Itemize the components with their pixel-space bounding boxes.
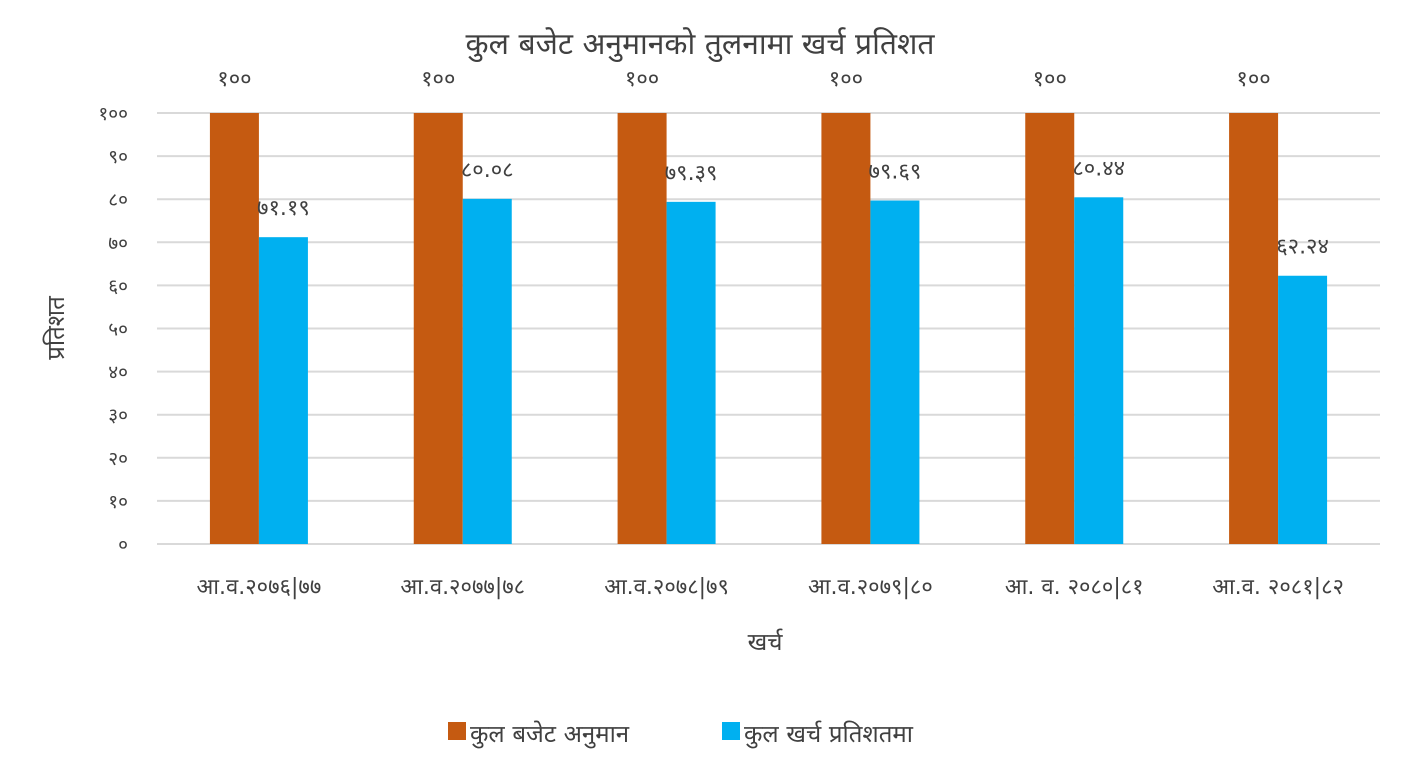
bar-series-2 [258, 237, 308, 545]
bar-series-2 [870, 200, 920, 544]
bar-series-1 [821, 113, 871, 544]
y-tick-label: ५० [108, 319, 128, 341]
y-tick-label: १०० [98, 103, 128, 125]
y-tick-label: ४० [108, 362, 128, 384]
x-category-label: आ.व.२०७८|७९ [604, 575, 729, 600]
x-category-label: आ. व. २०८०|८१ [1005, 575, 1144, 600]
data-label: १०० [1236, 67, 1270, 92]
data-label: ७१.१९ [257, 196, 310, 221]
y-tick-label: ८० [108, 189, 128, 211]
y-tick-label: ७० [108, 232, 128, 254]
y-tick-label: ६० [108, 275, 128, 297]
x-category-label: आ.व.२०७९|८० [808, 575, 933, 600]
data-label: ७९.६९ [869, 160, 922, 185]
y-tick-label: १० [108, 491, 128, 513]
chart-title: कुल बजेट अनुमानको तुलनामा खर्च प्रतिशत [466, 27, 936, 63]
x-axis-categories: आ.व.२०७६|७७ आ.व.२०७७|७८ आ.व.२०७८|७९ आ.व.२०७… [197, 575, 1344, 600]
legend-label: कुल खर्च प्रतिशतमा [744, 720, 914, 749]
data-label: ६२.२४ [1276, 235, 1329, 260]
data-label: ८०.४४ [1072, 156, 1125, 181]
x-category-label: आ.व. २०८१|८२ [1212, 575, 1344, 600]
bar-series-1 [617, 113, 667, 544]
data-label: ७९.३९ [665, 161, 718, 186]
bars [209, 113, 1328, 545]
data-label: १०० [625, 67, 659, 92]
bar-series-2 [1074, 197, 1124, 545]
data-label: ८०.०८ [461, 158, 514, 183]
gridlines [157, 112, 1380, 545]
legend-swatch [448, 722, 466, 740]
data-label: १०० [829, 67, 863, 92]
data-labels: १०० ७१.१९ १०० ८०.०८ १०० ७९.३९ १०० ७९.६९ १०० ८०.४४… [217, 67, 1329, 260]
x-category-label: आ.व.२०७७|७८ [400, 575, 525, 600]
legend: कुल बजेट अनुमान कुल खर्च प्रतिशतमा [448, 720, 914, 749]
bar-series-1 [413, 113, 463, 544]
bar-series-2 [666, 201, 716, 544]
y-axis-ticks: ० १० २० ३० ४० ५० ६० ७० ८० ९० १०० [98, 103, 128, 556]
bar-series-1 [1025, 113, 1075, 544]
x-category-label: आ.व.२०७६|७७ [197, 575, 322, 600]
data-label: १०० [217, 67, 251, 92]
bar-series-2 [1278, 275, 1328, 544]
bar-series-2 [462, 198, 512, 544]
y-tick-label: ३० [108, 405, 128, 427]
y-tick-label: २० [108, 448, 128, 470]
data-label: १०० [421, 67, 455, 92]
y-axis-title: प्रतिशत [42, 295, 70, 360]
legend-swatch [722, 722, 740, 740]
x-axis-title: खर्च [748, 628, 784, 656]
data-label: १०० [1033, 67, 1067, 92]
bar-series-1 [209, 113, 259, 544]
y-tick-label: ० [118, 534, 128, 556]
legend-label: कुल बजेट अनुमान [470, 720, 630, 749]
y-tick-label: ९० [108, 146, 128, 168]
bar-series-1 [1229, 113, 1279, 544]
